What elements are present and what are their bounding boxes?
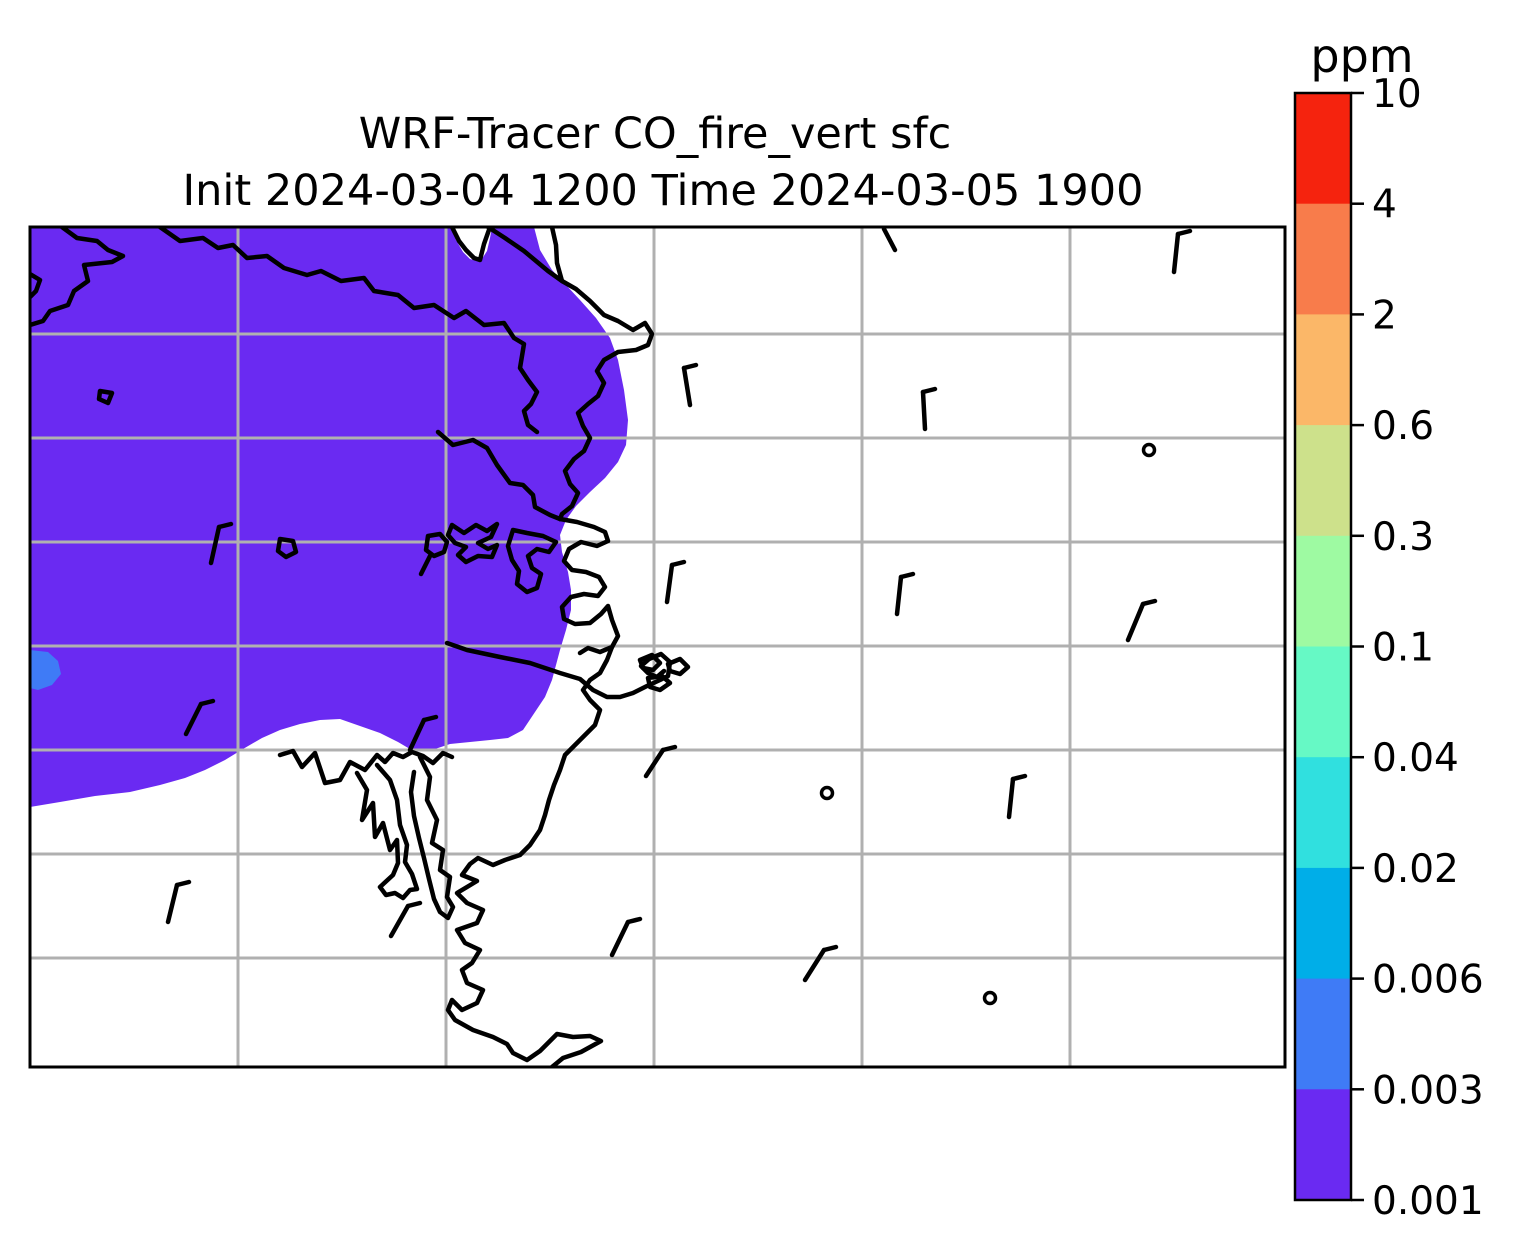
coastline: [354, 762, 420, 901]
colorbar-tick-label: 0.3: [1372, 515, 1434, 560]
colorbar-tick-label: 0.04: [1372, 736, 1459, 781]
colorbar-segment: [1295, 93, 1351, 205]
colorbar-segment: [1295, 203, 1351, 315]
lat-lon-gridlines: [30, 227, 1285, 1067]
colorbar: 10 4 2 0.6 0.3 0.1 0.04 0.02 0.006 0.003 0.001: [1293, 72, 1484, 1224]
colorbar-segment: [1295, 535, 1351, 648]
coastline: [445, 521, 500, 565]
wind-barb-icon: [165, 879, 192, 925]
wind-barb-icon: [643, 744, 678, 779]
plot-title: WRF-Tracer CO_fire_vert sfc: [359, 109, 952, 159]
colorbar-segment: [1295, 646, 1351, 758]
coastline: [549, 227, 565, 284]
coastline: [30, 227, 126, 328]
coastline: [505, 527, 559, 595]
wind-barb-icon: [881, 227, 898, 253]
colorbar-title: ppm: [1310, 29, 1413, 83]
calm-wind-icon: [982, 990, 998, 1006]
wind-barb-icon: [1006, 773, 1028, 820]
wind-barb-icon: [388, 900, 423, 939]
coastline: [96, 388, 691, 693]
coastline: [408, 754, 456, 921]
coastline: [157, 227, 540, 435]
colorbar-segment: [1295, 757, 1351, 869]
calm-wind-icon: [1141, 442, 1157, 458]
colorbar-tick-label: 0.003: [1372, 1068, 1484, 1113]
colorbar-tick-label: 0.1: [1372, 626, 1434, 671]
tracer-plume-region: [30, 227, 628, 807]
colorbar-segment: [1295, 867, 1351, 980]
plot-subtitle: Init 2024-03-04 1200 Time 2024-03-05 190…: [183, 166, 1144, 216]
colorbar-tick-label: 0.6: [1372, 404, 1434, 449]
colorbar-tick-label: 10: [1372, 72, 1422, 117]
wind-barb-icon: [183, 698, 216, 737]
coastline: [277, 748, 455, 786]
colorbar-segment: [1295, 978, 1351, 1090]
wind-barbs: [165, 227, 1193, 1006]
wind-barb-icon: [802, 944, 839, 983]
colorbar-tick-label: 4: [1372, 183, 1397, 228]
wind-barb-icon: [1125, 598, 1158, 643]
wind-barb-icon: [609, 916, 643, 958]
wind-barb-icon: [407, 714, 439, 753]
colorbar-segment: [1295, 1089, 1351, 1201]
tracer-patch-region: [30, 650, 61, 690]
coastline: [418, 531, 450, 577]
coastline: [557, 516, 621, 656]
coastline: [30, 271, 43, 300]
colorbar-tick-label: 0.001: [1372, 1179, 1484, 1224]
colorbar-segment: [1295, 425, 1351, 537]
colorbar-tick-label: 2: [1372, 293, 1397, 338]
wind-barb-icon: [894, 571, 916, 617]
colorbar-segment: [1295, 314, 1351, 426]
wind-barb-icon: [208, 521, 234, 566]
coastline: [445, 644, 615, 1067]
wind-barb-icon: [1171, 228, 1193, 275]
coastline: [449, 227, 493, 263]
coastline: [435, 429, 563, 522]
wind-barb-icon: [920, 386, 938, 432]
colorbar-tick-label: 0.006: [1372, 958, 1484, 1003]
map-frame: [28, 225, 1287, 1069]
coastline: [485, 227, 655, 522]
wind-barb-icon: [664, 559, 687, 605]
calm-wind-icon: [819, 785, 835, 801]
colorbar-tick-label: 0.02: [1372, 847, 1459, 892]
coastlines: [30, 227, 691, 1067]
wind-barb-icon: [681, 362, 699, 408]
